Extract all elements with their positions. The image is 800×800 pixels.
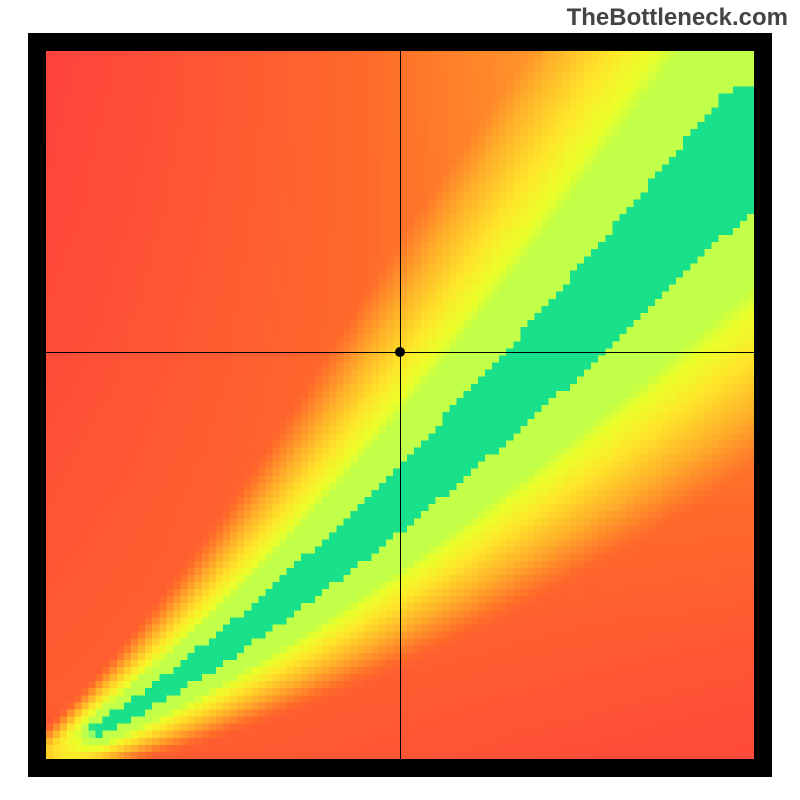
watermark-text: TheBottleneck.com — [567, 4, 788, 32]
chart-frame — [28, 33, 772, 777]
marker-dot — [395, 347, 405, 357]
chart-container: TheBottleneck.com — [0, 0, 800, 800]
crosshair-vertical — [400, 51, 401, 759]
